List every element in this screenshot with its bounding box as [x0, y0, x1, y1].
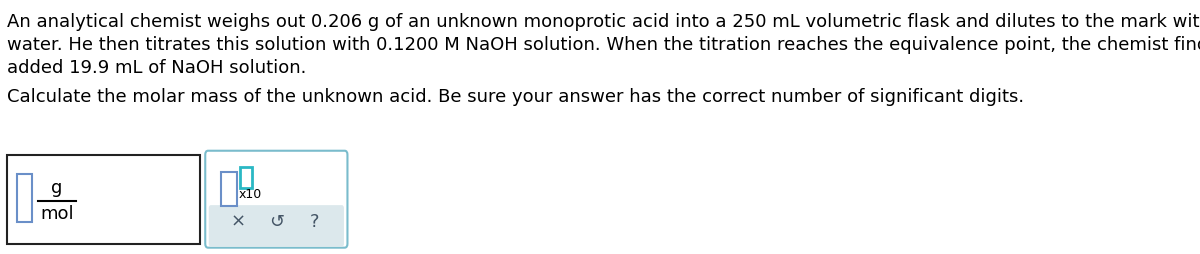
Bar: [221, 172, 238, 206]
FancyBboxPatch shape: [205, 151, 348, 248]
Text: water. He then titrates this solution with 0.1200 Μ NaOH solution. When the titr: water. He then titrates this solution wi…: [7, 36, 1200, 54]
Bar: [17, 174, 32, 222]
Bar: [240, 167, 252, 188]
FancyBboxPatch shape: [209, 205, 344, 247]
Text: ×: ×: [230, 213, 246, 231]
Text: An analytical chemist weighs out 0.206 g of an unknown monoprotic acid into a 25: An analytical chemist weighs out 0.206 g…: [7, 13, 1200, 31]
Text: ?: ?: [310, 213, 319, 231]
Text: added 19.9 mL of NaOH solution.: added 19.9 mL of NaOH solution.: [7, 59, 306, 77]
Text: x10: x10: [239, 188, 262, 201]
Text: Calculate the molar mass of the unknown acid. Be sure your answer has the correc: Calculate the molar mass of the unknown …: [7, 88, 1024, 106]
Text: ↺: ↺: [269, 213, 284, 231]
Bar: [7, 155, 199, 244]
Text: g: g: [52, 179, 62, 197]
Text: mol: mol: [41, 205, 74, 223]
